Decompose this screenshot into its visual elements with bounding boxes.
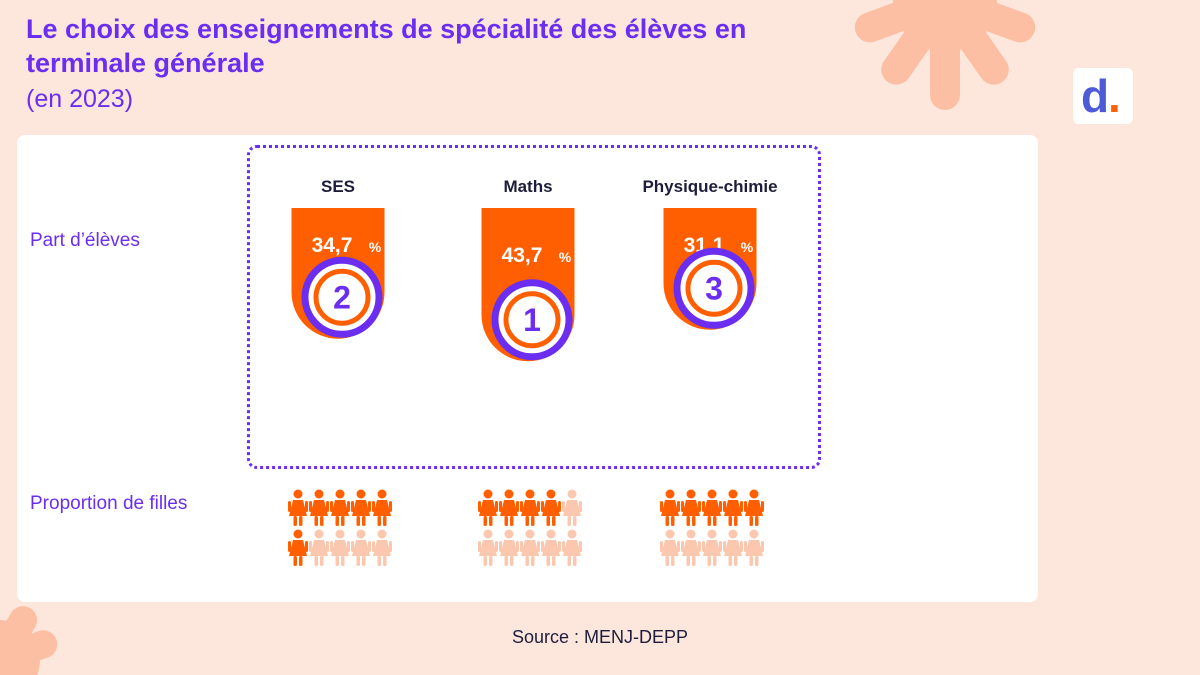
value-label-ses: 34,7 [312,234,353,257]
girl-figure-icon [372,489,392,526]
girl-figure-icon [681,489,701,526]
unit-label-physique-chimie: % [741,239,754,255]
girl-figure-icon [723,489,743,526]
logo-letter: d [1081,70,1109,122]
girl-figure-icon [702,529,722,566]
girl-figure-icon [351,529,371,566]
girl-figure-icon [288,489,308,526]
row-label-girls: Proportion de filles [30,493,188,514]
rank-badge-inner-maths [503,291,561,349]
girl-figure-icon [288,529,308,566]
girl-figure-icon [520,529,540,566]
unit-label-maths: % [559,249,572,265]
category-label-physique-chimie: Physique-chimie [642,177,778,196]
girl-figure-icon [723,529,743,566]
girl-figure-icon [309,489,329,526]
logo: d . [1073,68,1133,124]
girl-figure-icon [520,489,540,526]
girl-figure-icon [541,529,561,566]
girl-figure-icon [681,529,701,566]
unit-label-ses: % [369,239,382,255]
girl-figure-icon [744,489,764,526]
girl-figure-icon [541,489,561,526]
girl-figure-icon [309,529,329,566]
girl-figure-icon [478,489,498,526]
chart-subtitle: (en 2023) [26,85,134,113]
source-note: Source : MENJ-DEPP [511,627,689,647]
girl-figure-icon [660,489,680,526]
girl-figure-icon [372,529,392,566]
rank-number-maths: 1 [523,302,541,338]
girl-figure-icon [330,489,350,526]
rank-badge-inner-physique-chimie [685,259,743,317]
girl-figure-icon [351,489,371,526]
category-label-ses: SES [320,177,356,196]
category-label-maths: Maths [503,177,553,196]
girl-figure-icon [744,529,764,566]
rank-badge-inner-ses [313,268,371,326]
rank-badge-outer-ses [301,256,383,338]
rank-badge-outer-physique-chimie [673,247,755,329]
girl-figure-icon [660,529,680,566]
girl-figure-icon [702,489,722,526]
girl-figure-icon [499,529,519,566]
rank-number-physique-chimie: 3 [705,270,723,306]
value-label-maths: 43,7 [502,244,543,267]
logo-dot: . [1108,70,1121,122]
girl-figure-icon [562,489,582,526]
ranking-frame [247,145,821,469]
girl-figure-icon [330,529,350,566]
logo-mark: d . [1081,70,1121,122]
girl-figure-icon [478,529,498,566]
rank-badge-outer-maths [491,279,573,361]
girl-figure-icon [499,489,519,526]
girl-figure-icon [562,529,582,566]
row-label-share: Part d’élèves [30,230,140,251]
rank-number-ses: 2 [333,279,351,315]
chart-title: Le choix des enseignements de spécialité… [26,14,747,78]
